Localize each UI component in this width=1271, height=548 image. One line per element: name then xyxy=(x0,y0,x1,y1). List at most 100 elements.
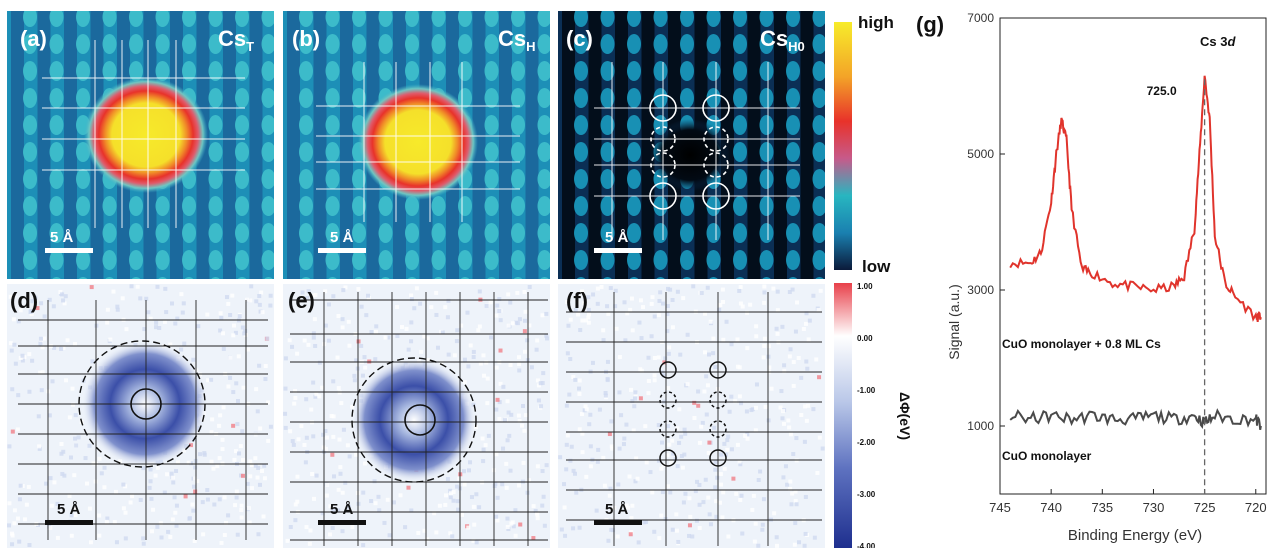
map-pixel xyxy=(637,320,642,325)
map-pixel xyxy=(232,457,237,462)
map-pixel xyxy=(525,338,530,343)
lattice-spot xyxy=(680,34,694,54)
map-pixel xyxy=(192,476,197,481)
map-pixel xyxy=(522,428,527,433)
lattice-spot xyxy=(235,142,249,162)
map-pixel xyxy=(788,479,793,484)
map-pixel xyxy=(50,379,55,384)
map-pixel xyxy=(124,327,129,332)
map-pixel xyxy=(582,301,587,306)
map-pixel xyxy=(743,433,748,438)
lattice-spot xyxy=(49,11,64,27)
map-pixel xyxy=(481,459,486,464)
map-pixel xyxy=(87,443,92,448)
map-pixel xyxy=(360,373,365,378)
map-pixel xyxy=(141,466,146,471)
map-pixel xyxy=(65,338,70,343)
map-pixel xyxy=(738,462,743,467)
lattice-spot xyxy=(627,142,641,162)
map-pixel xyxy=(331,414,336,419)
map-pixel xyxy=(523,413,528,418)
colorbar-bottom-label: ΔΦ(eV) xyxy=(897,392,913,440)
map-pixel xyxy=(155,465,160,470)
map-pixel xyxy=(503,418,508,423)
map-pixel xyxy=(486,433,491,438)
lattice-spot xyxy=(131,277,141,279)
map-pixel xyxy=(149,496,154,501)
lattice-spot xyxy=(405,61,419,81)
map-pixel xyxy=(283,425,288,430)
colorbar-tick-label: -1.00 xyxy=(857,386,876,395)
lattice-spot xyxy=(378,11,393,27)
lattice-spot xyxy=(182,34,196,54)
map-pixel xyxy=(544,333,549,338)
lattice-spot xyxy=(208,88,223,108)
map-pixel xyxy=(792,542,797,547)
map-pixel xyxy=(88,540,93,545)
map-pixel xyxy=(643,424,648,429)
lattice-spot xyxy=(381,277,390,279)
lattice-spot xyxy=(484,142,499,162)
map-pixel xyxy=(492,484,497,489)
map-pixel xyxy=(192,539,197,544)
map-pixel xyxy=(735,442,740,447)
map-pixel xyxy=(115,304,120,309)
lattice-spot xyxy=(656,277,665,279)
lattice-spot xyxy=(576,277,586,279)
map-pixel xyxy=(343,480,348,485)
lattice-spot xyxy=(352,88,366,108)
map-pixel xyxy=(497,297,502,302)
map-pixel xyxy=(268,303,273,308)
map-pixel xyxy=(591,292,596,297)
map-pixel xyxy=(462,482,467,487)
map-pixel xyxy=(196,324,201,329)
lattice-spot xyxy=(182,196,196,216)
map-pixel xyxy=(631,428,636,433)
lattice-spot xyxy=(299,223,313,243)
map-pixel xyxy=(163,286,168,291)
map-pixel xyxy=(735,364,740,369)
map-pixel xyxy=(325,482,330,487)
map-pixel xyxy=(580,431,585,436)
map-pixel xyxy=(444,493,449,498)
lattice-spot xyxy=(49,88,64,108)
map-pixel xyxy=(373,501,378,506)
map-pixel xyxy=(293,518,298,523)
map-pixel xyxy=(181,301,186,306)
map-pixel xyxy=(236,354,241,359)
map-pixel xyxy=(811,293,816,298)
map-pixel xyxy=(434,530,439,535)
map-pixel xyxy=(624,422,629,427)
colorbar-bottom: 1.00 0.00 -1.00 -2.00 -3.00 -4.00 ΔΦ(eV) xyxy=(834,282,913,548)
lattice-spot xyxy=(735,277,745,279)
map-pixel xyxy=(59,346,64,351)
map-pixel xyxy=(596,447,601,452)
map-pixel xyxy=(510,520,515,525)
map-pixel xyxy=(365,293,370,298)
map-pixel xyxy=(320,511,325,516)
map-pixel xyxy=(291,442,296,447)
lattice-trough xyxy=(11,11,24,279)
map-pixel xyxy=(363,461,368,466)
lattice-trough xyxy=(800,11,814,279)
map-pixel xyxy=(22,517,27,522)
map-pixel xyxy=(745,432,750,437)
map-pixel xyxy=(336,386,341,391)
map-pixel xyxy=(497,400,502,405)
lattice-spot xyxy=(709,277,718,279)
lattice-spot xyxy=(49,115,64,135)
lattice-spot xyxy=(407,277,417,279)
map-pixel xyxy=(803,404,808,409)
map-pixel xyxy=(52,480,57,485)
lattice-spot xyxy=(299,11,313,27)
x-tick-label: 745 xyxy=(989,500,1011,515)
lattice-trough xyxy=(525,11,539,279)
panel-a: (a) CsT 5 Å xyxy=(7,11,274,279)
map-pixel xyxy=(638,298,643,303)
panel-label-e: (e) xyxy=(288,288,315,313)
map-pixel xyxy=(418,301,423,306)
lattice-spot xyxy=(261,223,274,243)
map-pixel xyxy=(656,355,661,360)
map-pixel xyxy=(395,305,400,310)
